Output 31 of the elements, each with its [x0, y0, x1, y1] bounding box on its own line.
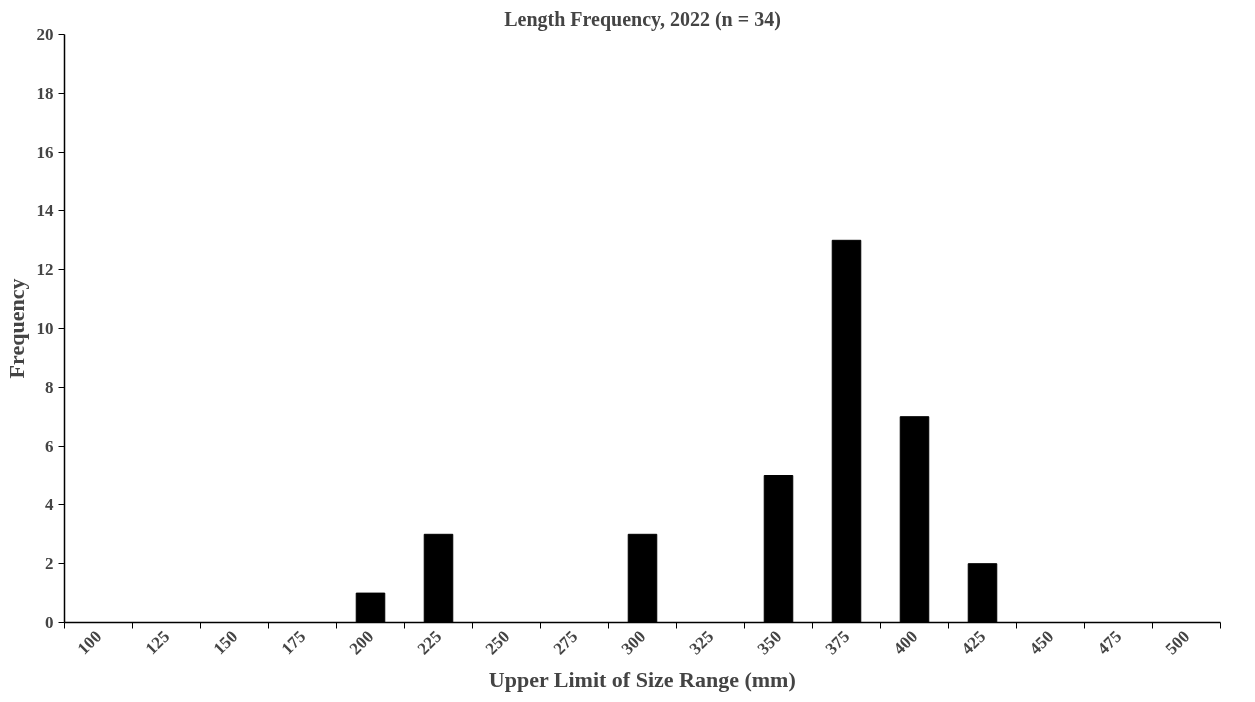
x-tick-label: 500	[1161, 626, 1194, 659]
chart-title: Length Frequency, 2022 (n = 34)	[504, 7, 781, 31]
y-tick-label: 4	[45, 495, 54, 515]
y-axis-title: Frequency	[3, 278, 29, 379]
x-tick-label: 350	[753, 626, 786, 659]
x-tick-label: 100	[73, 626, 106, 659]
y-tick-label: 14	[36, 201, 54, 221]
x-tick-label: 175	[277, 626, 310, 659]
y-tick-label: 16	[36, 142, 54, 162]
y-tick-label: 6	[45, 436, 54, 456]
x-tick-label: 275	[549, 626, 582, 659]
x-tick-label: 375	[821, 626, 854, 659]
x-tick-label: 325	[685, 626, 718, 659]
x-tick-label: 250	[481, 626, 514, 659]
x-tick-label: 300	[617, 626, 650, 659]
y-tick-label: 12	[36, 260, 54, 280]
y-tick-label: 0	[45, 613, 54, 632]
y-tick-label: 10	[36, 319, 54, 338]
x-axis-title: Upper Limit of Size Range (mm)	[488, 667, 796, 693]
y-tick-label: 20	[36, 25, 54, 44]
x-tick-label: 200	[345, 626, 378, 659]
x-tick-label: 400	[889, 626, 922, 659]
y-tick-label: 8	[45, 377, 54, 397]
x-tick-label: 475	[1093, 626, 1126, 659]
y-tick-label: 18	[36, 83, 54, 103]
x-tick-label: 225	[413, 626, 446, 659]
x-tick-label: 150	[209, 626, 242, 659]
x-tick-label: 125	[141, 626, 174, 659]
x-tick-label: 425	[957, 626, 990, 659]
x-tick-label: 450	[1025, 626, 1058, 659]
y-tick-label: 2	[45, 554, 54, 574]
